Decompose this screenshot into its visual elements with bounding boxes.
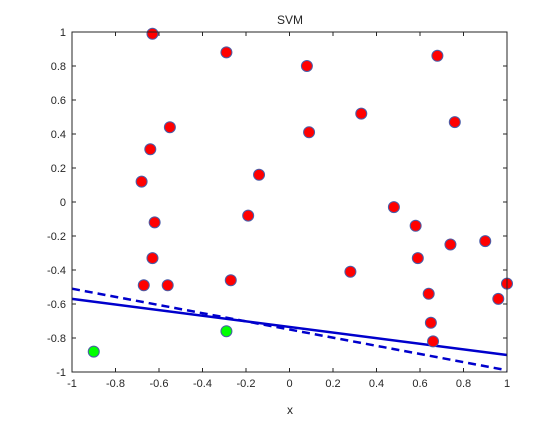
data-point-red <box>303 126 316 139</box>
y-tick-label: 1 <box>60 27 66 39</box>
x-tick-label: -0.8 <box>106 378 125 390</box>
data-point-red <box>224 274 237 287</box>
data-point-red <box>300 60 313 72</box>
data-point-red <box>144 143 157 156</box>
data-point-red <box>137 279 150 292</box>
chart-title: SVM <box>277 13 303 27</box>
data-point-red <box>163 121 176 134</box>
data-point-red <box>161 279 174 292</box>
data-point-red <box>411 252 424 265</box>
data-point-green <box>220 325 233 338</box>
y-tick-label: 0.8 <box>51 61 66 73</box>
x-tick-label: 0.6 <box>412 378 427 390</box>
data-point-red <box>479 235 492 248</box>
data-point-red <box>355 107 368 120</box>
data-point-red <box>422 287 435 300</box>
data-point-red <box>444 238 457 251</box>
x-tick-label: -0.2 <box>237 378 256 390</box>
data-point-red <box>135 175 148 188</box>
y-tick-label: -0.6 <box>47 299 66 311</box>
x-tick-label: 0 <box>286 378 292 390</box>
y-tick-label: -0.4 <box>47 265 66 277</box>
margin-line-dashed <box>71 287 508 372</box>
x-tick-label: 0.2 <box>325 378 340 390</box>
y-tick-label: 0 <box>60 197 66 209</box>
data-point-red <box>146 27 159 40</box>
data-point-red <box>409 219 422 232</box>
y-tick-label: -1 <box>56 367 66 379</box>
y-tick-label: 0.2 <box>51 163 66 175</box>
x-tick-label: -0.6 <box>150 378 169 390</box>
data-point-red <box>146 252 159 265</box>
data-point-green <box>87 345 100 358</box>
data-point-red <box>242 209 255 222</box>
x-tick-label: 0.8 <box>456 378 471 390</box>
data-point-red <box>220 46 233 59</box>
x-tick-label: 0.4 <box>369 378 384 390</box>
y-tick-label: -0.8 <box>47 333 66 345</box>
y-tick-label: 0.6 <box>51 95 66 107</box>
data-point-red <box>427 335 440 348</box>
data-point-red <box>492 292 505 305</box>
data-point-red <box>253 168 266 181</box>
plot-background <box>72 32 507 372</box>
y-tick-label: 0.4 <box>51 129 66 141</box>
axes: -1 -0.8 -0.6 -0.4 -0.2 0 0.2 0.4 0.6 0.8 1 -1 -0.8 -0… <box>47 27 510 390</box>
x-tick-label: 1 <box>504 378 510 390</box>
data-point-red <box>448 116 461 129</box>
plot-area <box>72 32 507 372</box>
data-point-red <box>431 49 444 62</box>
y-tick-label: -0.2 <box>47 231 66 243</box>
x-axis-label: x <box>287 403 293 417</box>
data-point-red <box>424 316 437 329</box>
x-tick-label: -0.4 <box>193 378 212 390</box>
data-point-red <box>387 201 400 214</box>
data-points <box>87 27 513 358</box>
x-tick-label: -1 <box>67 378 77 390</box>
data-point-red <box>148 216 161 229</box>
data-point-red <box>344 265 357 278</box>
